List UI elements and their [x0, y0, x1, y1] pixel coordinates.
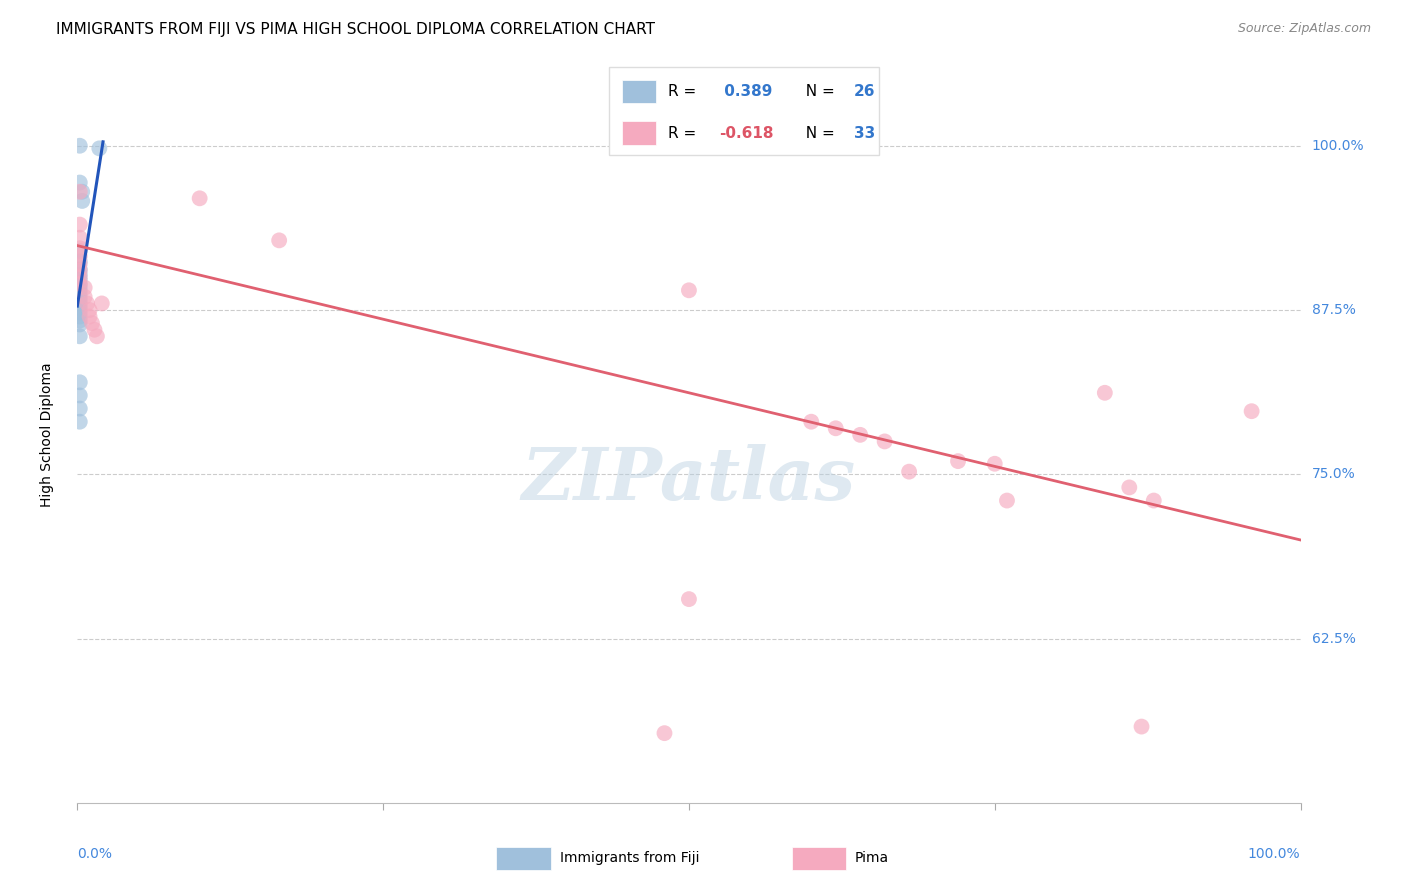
Point [69, 138, 91, 153]
Point [849, 428, 872, 442]
Point [946, 454, 969, 468]
Text: ZIPatlas: ZIPatlas [522, 443, 856, 515]
FancyBboxPatch shape [621, 121, 655, 145]
Point [69, 270, 91, 285]
Point [83, 323, 105, 337]
Point [678, 283, 700, 297]
Text: 75.0%: 75.0% [1312, 467, 1355, 482]
Text: 62.5%: 62.5% [1312, 632, 1355, 646]
Text: 0.0%: 0.0% [77, 847, 112, 861]
Point [69, 415, 91, 429]
Text: 87.5%: 87.5% [1312, 303, 1355, 317]
Point [995, 493, 1018, 508]
Point [1240, 404, 1263, 418]
Point [69, 185, 91, 199]
Point [89, 141, 111, 155]
Point [69, 305, 91, 319]
Point [69, 263, 91, 277]
Point [79, 303, 101, 318]
Point [70, 194, 93, 208]
Text: N =: N = [796, 84, 839, 99]
Text: Immigrants from Fiji: Immigrants from Fiji [560, 851, 699, 865]
Point [69, 218, 91, 232]
Point [69, 329, 91, 343]
Point [80, 316, 103, 330]
Text: 33: 33 [853, 126, 875, 141]
Text: Pima: Pima [855, 851, 889, 865]
Point [1143, 493, 1166, 508]
Point [69, 282, 91, 296]
Point [69, 301, 91, 316]
FancyBboxPatch shape [621, 80, 655, 103]
Point [69, 244, 91, 258]
Point [69, 310, 91, 324]
Text: 26: 26 [853, 84, 876, 99]
Text: High School Diploma: High School Diploma [39, 362, 53, 508]
Point [70, 185, 93, 199]
Point [69, 254, 91, 268]
Point [188, 191, 211, 205]
Text: N =: N = [796, 126, 839, 141]
Point [69, 298, 91, 312]
Text: 0.389: 0.389 [720, 84, 773, 99]
Point [69, 278, 91, 293]
Point [69, 401, 91, 416]
Text: 100.0%: 100.0% [1312, 139, 1364, 153]
Point [898, 465, 921, 479]
Text: 100.0%: 100.0% [1249, 847, 1301, 861]
Point [69, 249, 91, 263]
Point [984, 457, 1007, 471]
Point [1118, 480, 1140, 494]
Text: R =: R = [668, 84, 702, 99]
Point [69, 285, 91, 300]
Point [69, 262, 91, 277]
Point [69, 388, 91, 402]
Point [654, 726, 676, 740]
Text: Source: ZipAtlas.com: Source: ZipAtlas.com [1237, 22, 1371, 36]
Point [69, 277, 91, 291]
Point [800, 415, 823, 429]
Point [90, 296, 112, 310]
Text: R =: R = [668, 126, 702, 141]
Point [69, 257, 91, 271]
Point [69, 318, 91, 332]
Point [873, 434, 896, 449]
Point [73, 281, 96, 295]
Point [269, 233, 291, 247]
Point [69, 273, 91, 287]
Point [79, 310, 101, 324]
Point [824, 421, 846, 435]
Point [86, 329, 108, 343]
Point [69, 268, 91, 282]
Point [69, 290, 91, 304]
Text: -0.618: -0.618 [720, 126, 773, 141]
Point [69, 241, 91, 255]
Point [1094, 385, 1116, 400]
FancyBboxPatch shape [609, 67, 879, 155]
Point [69, 176, 91, 190]
Point [69, 231, 91, 245]
Point [76, 296, 98, 310]
Point [73, 290, 96, 304]
Point [1130, 720, 1153, 734]
Point [69, 313, 91, 327]
Point [69, 293, 91, 308]
Point [678, 592, 700, 607]
Point [69, 376, 91, 390]
Text: IMMIGRANTS FROM FIJI VS PIMA HIGH SCHOOL DIPLOMA CORRELATION CHART: IMMIGRANTS FROM FIJI VS PIMA HIGH SCHOOL… [56, 22, 655, 37]
